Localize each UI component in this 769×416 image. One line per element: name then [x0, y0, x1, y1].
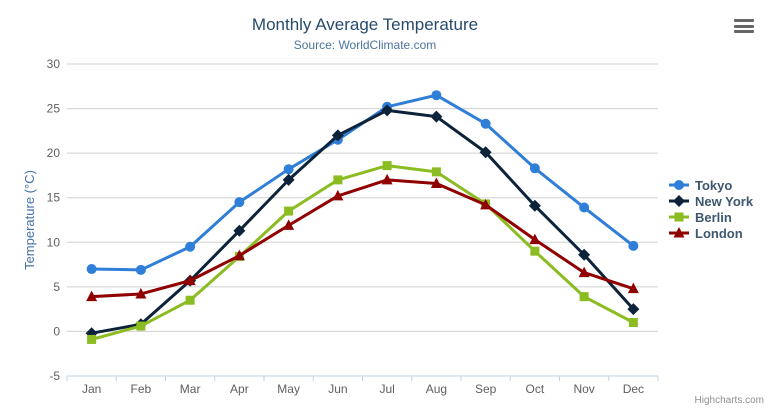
x-axis-label: Dec — [623, 382, 644, 396]
hamburger-menu-icon — [734, 19, 754, 22]
chart-subtitle: Source: WorldClimate.com — [293, 38, 437, 52]
credits-link[interactable]: Highcharts.com — [694, 395, 764, 406]
legend-item-berlin[interactable]: Berlin — [668, 209, 753, 225]
legend-marker-tokyo — [669, 180, 689, 190]
legend-item-london[interactable]: London — [668, 225, 753, 241]
x-axis-label: Feb — [131, 382, 152, 396]
x-axis-label: Sep — [475, 382, 497, 396]
y-axis-label: 0 — [53, 324, 60, 338]
x-axis-label: May — [277, 382, 300, 396]
export-menu-button[interactable] — [733, 17, 755, 35]
x-axis-label: Jan — [82, 382, 101, 396]
hamburger-menu-icon — [734, 24, 754, 28]
legend-label: Tokyo — [695, 177, 733, 193]
y-axis-label: 25 — [47, 102, 61, 116]
y-axis-label: 5 — [53, 280, 60, 294]
y-axis-title: Temperature (°C) — [22, 170, 37, 270]
y-axis-label: 30 — [47, 57, 61, 71]
chart-title: Monthly Average Temperature — [251, 15, 479, 34]
series-line-new-york[interactable] — [90, 108, 635, 335]
x-axis-label: Apr — [230, 382, 249, 396]
y-axis-label: -5 — [49, 369, 60, 383]
legend-marker-berlin — [669, 212, 689, 222]
legend-marker-new-york — [669, 195, 689, 207]
x-axis-label: Oct — [526, 382, 545, 396]
legend: Tokyo New York Berlin London — [668, 177, 753, 241]
series-line-london[interactable] — [90, 178, 635, 299]
legend-item-new-york[interactable]: New York — [668, 193, 753, 209]
legend-marker-london — [669, 227, 689, 238]
y-axis-label: 20 — [47, 146, 61, 160]
legend-item-tokyo[interactable]: Tokyo — [668, 177, 753, 193]
y-axis-label: 15 — [47, 191, 61, 205]
x-axis-label: Aug — [426, 382, 447, 396]
legend-label: New York — [695, 193, 754, 209]
y-axis-label: 10 — [47, 235, 61, 249]
hamburger-menu-icon — [734, 30, 754, 33]
series-line-berlin[interactable] — [90, 164, 635, 341]
x-axis-label: Jul — [379, 382, 394, 396]
x-axis-label: Nov — [573, 382, 594, 396]
x-axis-label: Jun — [328, 382, 347, 396]
legend-label: Berlin — [695, 209, 732, 225]
legend-label: London — [695, 225, 743, 241]
x-axis-label: Mar — [180, 382, 201, 396]
